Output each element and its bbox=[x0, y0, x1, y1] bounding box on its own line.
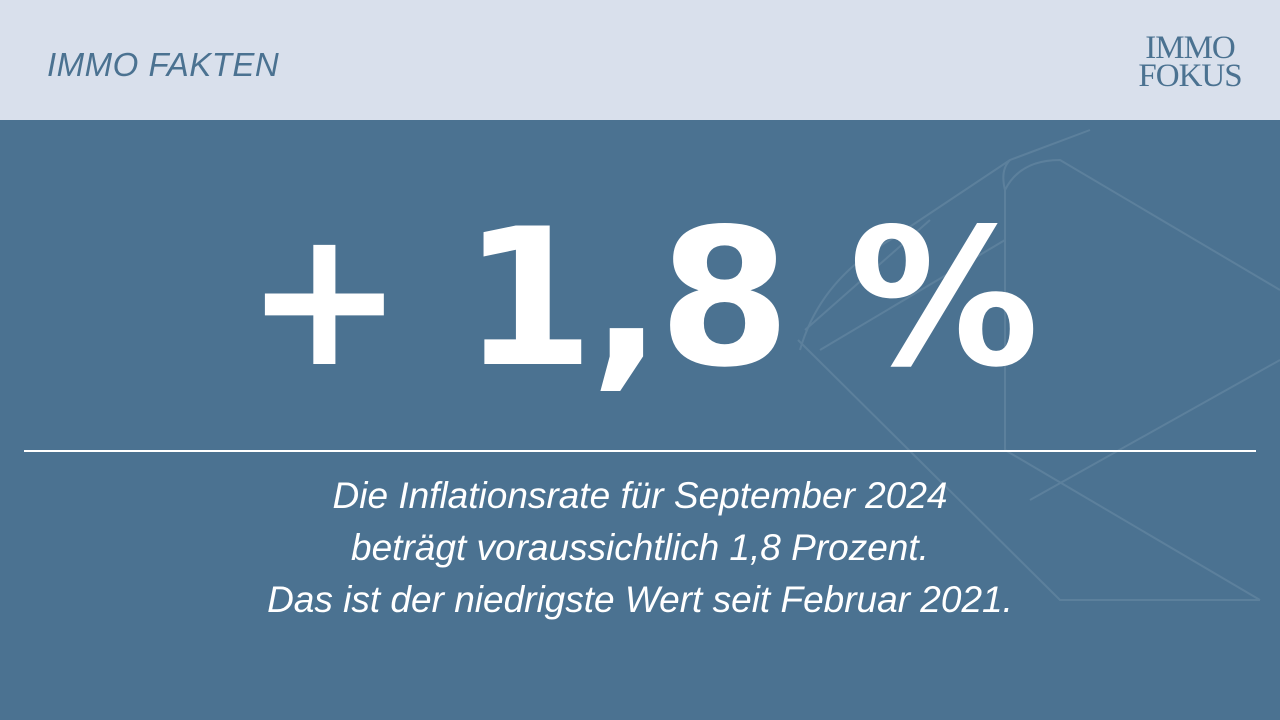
headline-value: + 1,8 % bbox=[244, 188, 1039, 409]
caption-line-1: Die Inflationsrate für September 2024 bbox=[332, 475, 948, 516]
background-triangle-graphic bbox=[797, 129, 1280, 601]
header-title: IMMO FAKTEN bbox=[47, 46, 280, 83]
logo-line-2: FOKUS bbox=[1138, 58, 1242, 94]
caption-line-2: beträgt voraussichtlich 1,8 Prozent. bbox=[351, 527, 929, 568]
logo-line-1: IMMO bbox=[1145, 30, 1236, 66]
divider bbox=[24, 450, 1256, 452]
brand-logo: IMMO FOKUS bbox=[1126, 30, 1254, 96]
header-bar: IMMO FAKTEN IMMO FOKUS bbox=[0, 0, 1280, 120]
caption-line-3: Das ist der niedrigste Wert seit Februar… bbox=[267, 579, 1013, 620]
caption: Die Inflationsrate für September 2024 be… bbox=[0, 470, 1280, 626]
